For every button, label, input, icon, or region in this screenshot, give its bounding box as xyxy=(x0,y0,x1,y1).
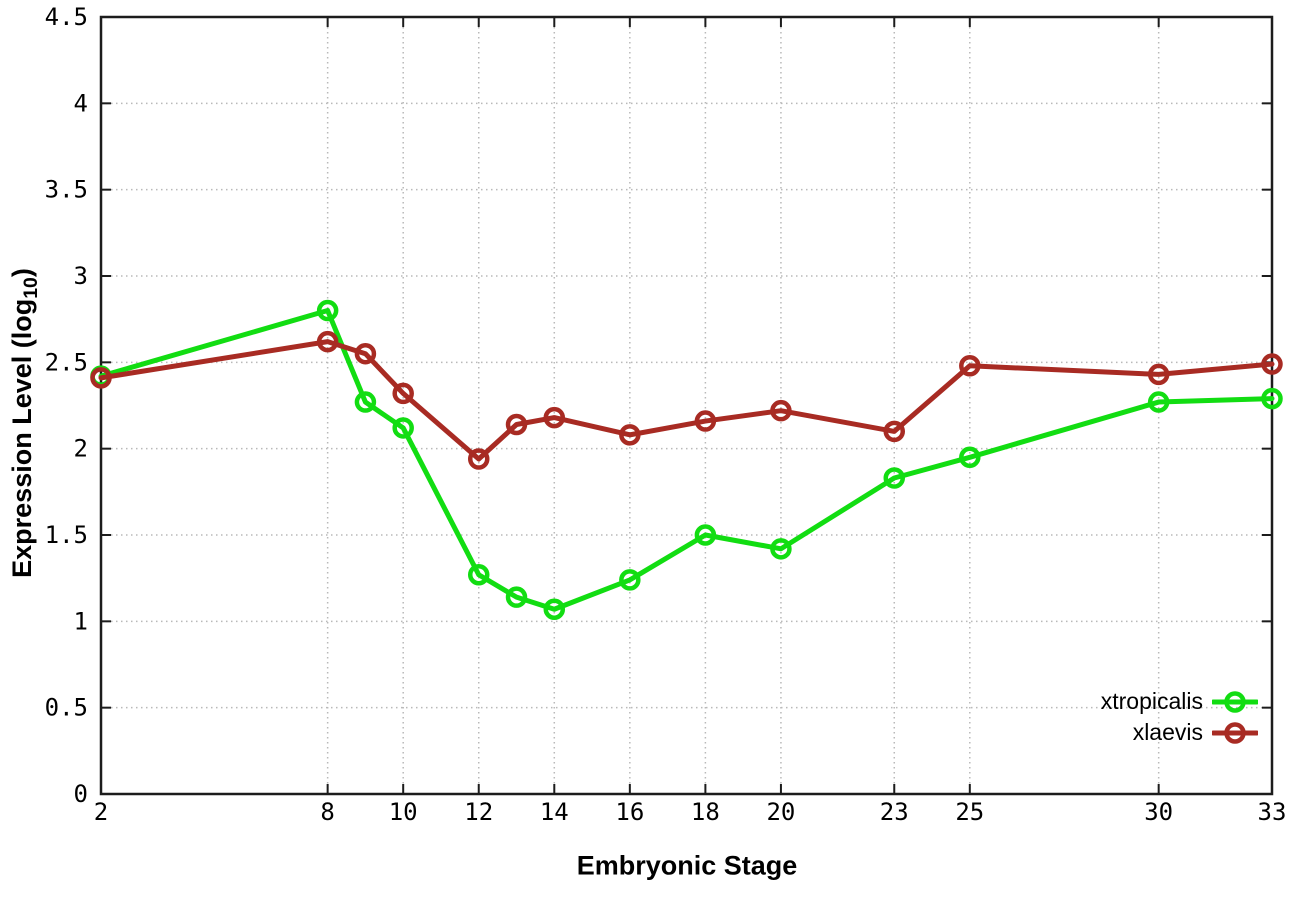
svg-text:0.5: 0.5 xyxy=(45,694,88,722)
y-axis-title-subscript: 10 xyxy=(19,277,42,299)
svg-text:0: 0 xyxy=(74,780,88,808)
data-point-xlaevis-13 xyxy=(505,413,528,436)
data-point-xlaevis-9 xyxy=(354,342,377,365)
data-point-xlaevis-20 xyxy=(770,399,792,422)
svg-text:12: 12 xyxy=(464,798,493,826)
svg-text:4.5: 4.5 xyxy=(45,3,88,31)
svg-text:30: 30 xyxy=(1144,798,1173,826)
svg-text:8: 8 xyxy=(320,798,334,826)
svg-text:20: 20 xyxy=(766,798,795,826)
data-point-xlaevis-10 xyxy=(392,382,414,405)
data-point-xtropicalis-14 xyxy=(543,598,566,620)
data-point-xlaevis-2 xyxy=(90,367,112,389)
data-point-xlaevis-33 xyxy=(1261,353,1283,375)
svg-text:2.5: 2.5 xyxy=(45,348,88,376)
legend-sample-xtropicalis xyxy=(1212,690,1258,713)
data-point-xtropicalis-20 xyxy=(770,538,792,560)
legend-entry-xlaevis: xlaevis xyxy=(1101,717,1258,748)
axis-ticks xyxy=(100,16,1273,795)
svg-text:25: 25 xyxy=(955,798,984,826)
svg-text:4: 4 xyxy=(74,89,88,117)
grid-lines xyxy=(101,17,1272,794)
data-point-xlaevis-18 xyxy=(694,410,717,432)
svg-text:10: 10 xyxy=(389,798,418,826)
svg-text:14: 14 xyxy=(540,798,569,826)
svg-text:16: 16 xyxy=(615,798,644,826)
data-point-xlaevis-23 xyxy=(883,420,906,443)
data-point-xlaevis-8 xyxy=(316,330,339,353)
y-axis-title: Expression Level (log10) xyxy=(7,268,43,578)
data-point-xlaevis-14 xyxy=(543,406,566,429)
tick-labels: 2 8 10 12 14 16 18 20 23 25 30 33 0 0.5 1 1.5 2 2.5 3 3.5 4 4… xyxy=(45,3,1287,826)
y-axis-title-close: ) xyxy=(7,268,38,278)
svg-text:23: 23 xyxy=(880,798,909,826)
legend-label-xtropicalis: xtropicalis xyxy=(1100,688,1203,714)
svg-text:2: 2 xyxy=(94,798,108,826)
data-point-xtropicalis-10 xyxy=(392,417,414,439)
svg-text:18: 18 xyxy=(691,798,720,826)
data-point-xtropicalis-23 xyxy=(883,467,906,489)
data-point-xtropicalis-25 xyxy=(959,446,981,469)
legend: xtropicalis xlaevis xyxy=(1101,686,1258,748)
plot-border xyxy=(99,15,1274,796)
data-point-xtropicalis-13 xyxy=(505,586,528,608)
data-point-xlaevis-12 xyxy=(467,448,490,470)
data-point-xtropicalis-16 xyxy=(619,569,641,591)
legend-sample-xlaevis xyxy=(1212,721,1258,744)
data-point-xlaevis-16 xyxy=(619,424,641,446)
svg-text:3: 3 xyxy=(74,262,88,290)
data-point-xlaevis-25 xyxy=(959,355,981,377)
legend-entry-xtropicalis: xtropicalis xyxy=(1101,686,1258,717)
data-point-xtropicalis-12 xyxy=(467,563,490,586)
data-point-xtropicalis-30 xyxy=(1147,391,1170,413)
data-point-xtropicalis-33 xyxy=(1261,387,1283,410)
svg-text:1.5: 1.5 xyxy=(45,521,88,549)
data-point-xlaevis-30 xyxy=(1147,363,1170,386)
series-xlaevis xyxy=(90,330,1283,470)
svg-text:1: 1 xyxy=(74,607,88,635)
data-point-xtropicalis-9 xyxy=(354,391,377,413)
x-axis-title: Embryonic Stage xyxy=(576,850,798,881)
series-xtropicalis xyxy=(90,299,1283,620)
legend-label-xlaevis: xlaevis xyxy=(1132,719,1203,745)
svg-text:2: 2 xyxy=(74,435,88,463)
svg-text:33: 33 xyxy=(1258,798,1287,826)
data-point-xtropicalis-8 xyxy=(316,299,339,322)
data-point-xtropicalis-18 xyxy=(694,524,717,546)
y-axis-title-text: Expression Level (log xyxy=(7,298,38,578)
svg-text:3.5: 3.5 xyxy=(45,176,88,204)
